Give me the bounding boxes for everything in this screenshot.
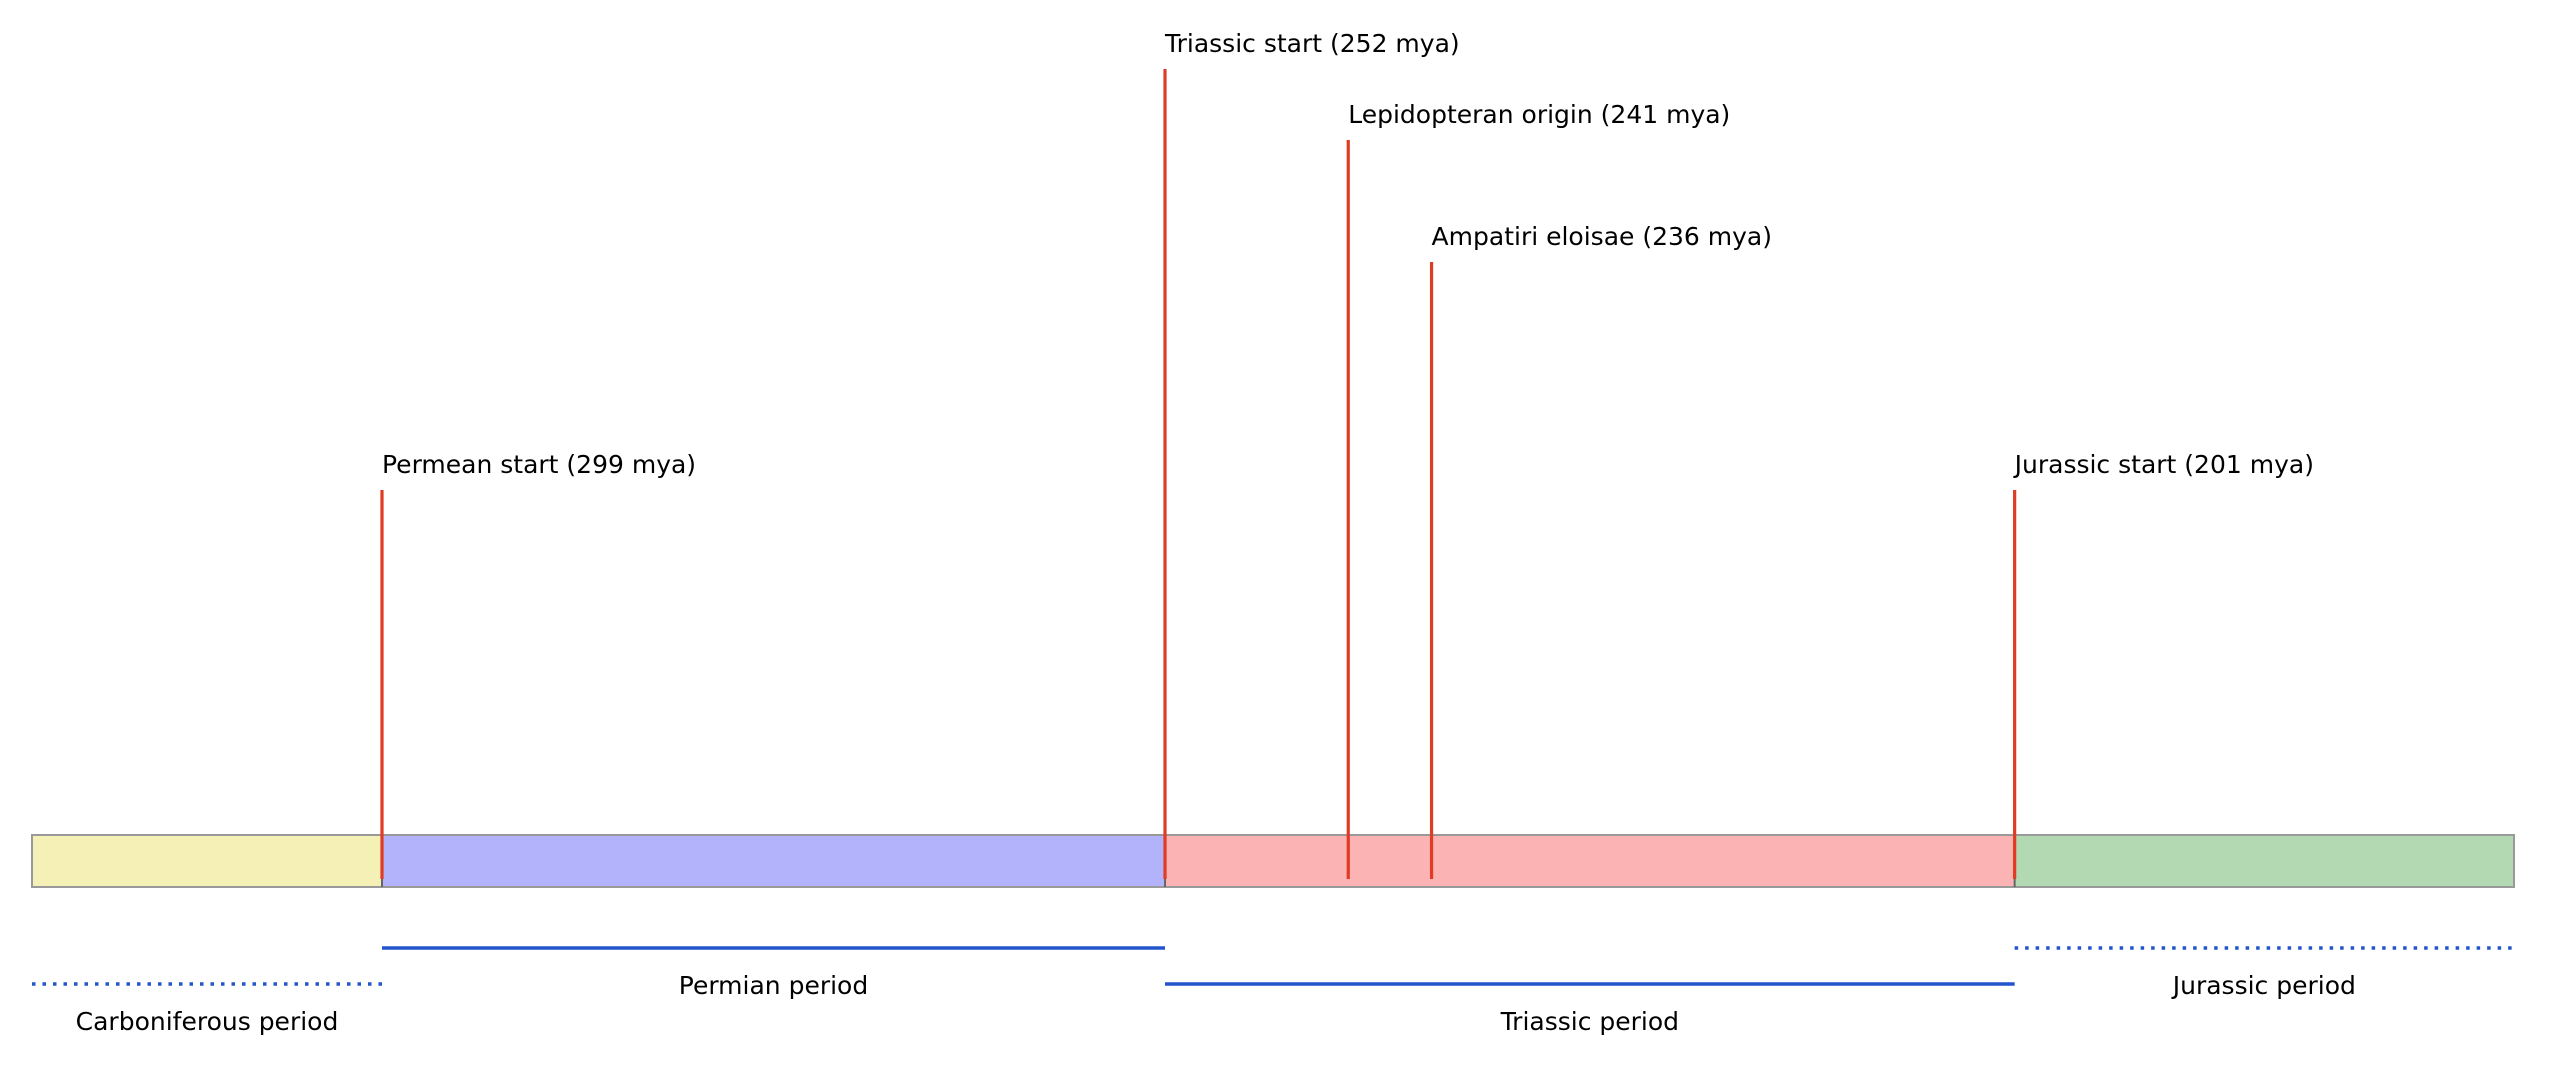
ampatiri-eloisae-label: Ampatiri eloisae (236 mya) (1432, 222, 1772, 251)
triassic-period-label: Triassic period (1500, 1007, 1679, 1036)
permean-start-label: Permean start (299 mya) (382, 450, 696, 479)
triassic-period-bar (1165, 835, 2015, 887)
timeline-bar-border (31, 834, 2515, 888)
triassic-start-label: Triassic start (252 mya) (1164, 29, 1460, 58)
event-markers: Permean start (299 mya) Triassic start (2… (380, 29, 2314, 879)
carboniferous-period-bar (32, 835, 382, 887)
jurassic-period-bar (2014, 835, 2514, 887)
jurassic-period-label: Jurassic period (2171, 971, 2356, 1000)
permian-period-bar (382, 835, 1165, 887)
period-labels: Carboniferous period Permian period Triass… (32, 946, 2514, 1036)
lepidopteran-origin-label: Lepidopteran origin (241 mya) (1348, 100, 1730, 129)
period-bars (31, 834, 2515, 888)
permian-period-label: Permian period (679, 971, 868, 1000)
carboniferous-period-label: Carboniferous period (76, 1007, 339, 1036)
jurassic-start-label: Jurassic start (201 mya) (2013, 450, 2314, 479)
